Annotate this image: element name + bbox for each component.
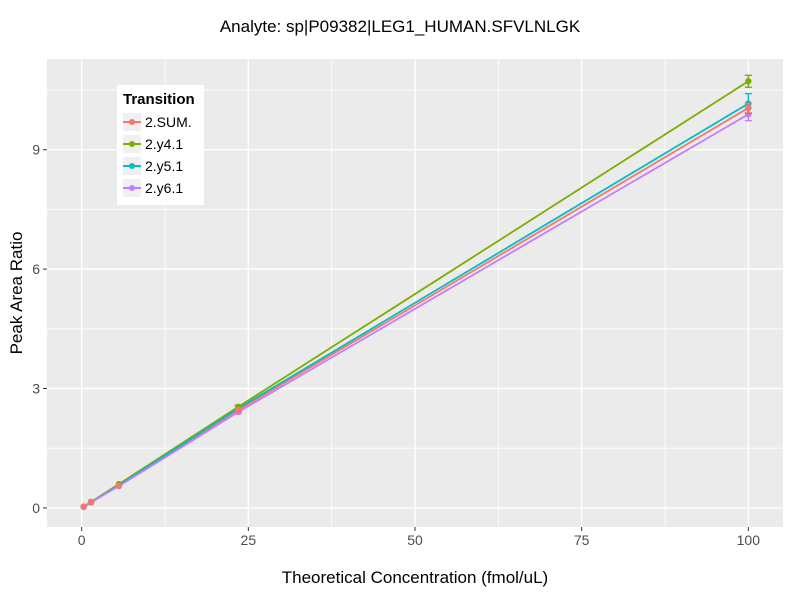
legend-item-label: 2.y5.1 — [145, 158, 184, 174]
x-tick-label: 75 — [574, 532, 590, 548]
legend-key-icon — [123, 135, 141, 153]
legend-item: 2.SUM. — [123, 111, 195, 133]
data-point — [745, 78, 752, 85]
legend: Transition 2.SUM. 2.y4.1 2.y5.1 2.y6.1 — [117, 85, 204, 205]
x-tick-label: 25 — [241, 532, 257, 548]
legend-item-label: 2.y4.1 — [145, 136, 184, 152]
x-tick-label: 50 — [407, 532, 423, 548]
legend-title: Transition — [123, 91, 195, 108]
y-tick-label: 0 — [32, 500, 40, 516]
legend-item-label: 2.SUM. — [145, 114, 192, 130]
legend-item: 2.y5.1 — [123, 155, 195, 177]
data-point — [745, 104, 752, 112]
legend-key-icon — [123, 157, 141, 175]
legend-item: 2.y6.1 — [123, 177, 195, 199]
y-tick-label: 6 — [32, 261, 40, 277]
legend-item-label: 2.y6.1 — [145, 180, 184, 196]
x-axis-title: Theoretical Concentration (fmol/uL) — [281, 568, 549, 587]
data-point — [80, 503, 87, 510]
y-tick-label: 9 — [32, 142, 40, 158]
legend-item: 2.y4.1 — [123, 133, 195, 155]
x-tick-label: 100 — [737, 532, 761, 548]
chart-title: Analyte: sp|P09382|LEG1_HUMAN.SFVLNLGK — [219, 17, 581, 36]
y-tick-label: 3 — [32, 381, 40, 397]
legend-items: 2.SUM. 2.y4.1 2.y5.1 2.y6.1 — [123, 111, 195, 199]
legend-key-icon — [123, 179, 141, 197]
data-point — [115, 482, 123, 489]
y-axis-title: Peak Area Ratio — [7, 231, 26, 355]
legend-key-icon — [123, 113, 141, 131]
x-tick-label: 0 — [78, 532, 86, 548]
data-point — [235, 406, 242, 414]
data-point — [87, 499, 95, 506]
